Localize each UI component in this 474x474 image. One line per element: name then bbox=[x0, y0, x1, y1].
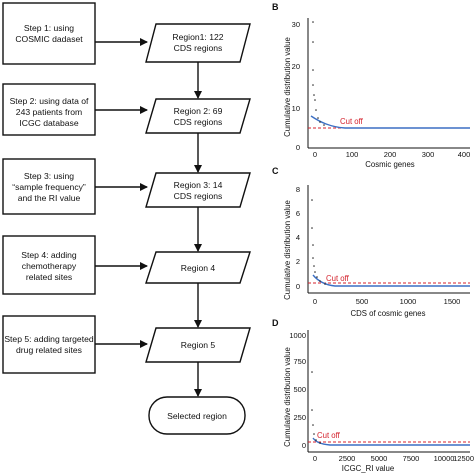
panel-d-xticks: 0 2500 5000 7500 10000 12500 bbox=[313, 454, 474, 463]
panel-b-letter: B bbox=[272, 2, 279, 12]
panel-b-xtick-1: 100 bbox=[346, 150, 359, 159]
panel-c-letter: C bbox=[272, 166, 279, 176]
panel-b-ylabel: Cumulative distribution value bbox=[283, 37, 292, 137]
panel-d-xlabel: ICGC_RI value bbox=[342, 464, 394, 473]
panel-d-letter: D bbox=[272, 318, 279, 328]
region-3-line1: Region 3: 14 bbox=[174, 180, 223, 190]
panel-d-yticks: 0 250 500 750 1000 bbox=[289, 331, 306, 450]
panel-d: D Cumulative distribution value 0 250 50… bbox=[272, 318, 474, 473]
panel-d-points bbox=[311, 371, 321, 444]
panel-b-xticks: 0 100 200 300 400 bbox=[313, 150, 470, 159]
panel-d-ytick-3: 750 bbox=[293, 357, 306, 366]
panel-c: C Cumulative distribution value 0 2 4 6 … bbox=[272, 166, 470, 318]
panel-d-xtick-2: 5000 bbox=[371, 454, 388, 463]
panel-b-xtick-3: 300 bbox=[422, 150, 435, 159]
panel-c-xlabel: CDS of cosmic genes bbox=[351, 309, 426, 318]
panel-d-ylabel: Cumulative distribution value bbox=[283, 347, 292, 447]
panel-d-xtick-4: 10000 bbox=[434, 454, 455, 463]
step-box-3: Step 3: using “sample frequency” and the… bbox=[2, 158, 96, 215]
panel-d-ytick-4: 1000 bbox=[289, 331, 306, 340]
panel-c-ytick-4: 8 bbox=[296, 185, 300, 194]
region-4-line1: Region 4 bbox=[181, 263, 216, 273]
panel-b-xtick-2: 200 bbox=[384, 150, 397, 159]
panel-c-xtick-1: 500 bbox=[356, 297, 369, 306]
step-4-line3: related sites bbox=[26, 272, 72, 282]
panel-b-yticks: 0 10 20 30 bbox=[292, 20, 300, 152]
region-2: Region 2: 69 CDS regions bbox=[145, 98, 251, 134]
region-1-line2: CDS regions bbox=[174, 43, 223, 53]
step-box-4: Step 4: adding chemotherapy related site… bbox=[2, 235, 96, 295]
panel-b-xtick-4: 400 bbox=[458, 150, 471, 159]
step-box-1: Step 1: using COSMIC dadaset bbox=[2, 2, 96, 65]
step-2-line3: ICGC database bbox=[19, 118, 78, 128]
region-1-line1: Region1: 122 bbox=[172, 32, 223, 42]
selected-region-label: Selected region bbox=[167, 411, 227, 421]
panel-b-ytick-1: 10 bbox=[292, 104, 300, 113]
panel-b-ytick-2: 20 bbox=[292, 62, 300, 71]
panel-c-ytick-1: 2 bbox=[296, 257, 300, 266]
panel-d-cutoff-label: Cut off bbox=[317, 431, 341, 440]
step-2-line1: Step 2: using data of bbox=[10, 96, 89, 106]
region-4: Region 4 bbox=[145, 251, 251, 284]
region-5-line1: Region 5 bbox=[181, 340, 216, 350]
step-3-line3: and the RI value bbox=[18, 193, 81, 203]
panel-d-xtick-0: 0 bbox=[313, 454, 317, 463]
panel-b-ytick-0: 0 bbox=[296, 143, 300, 152]
step-box-5: Step 5: adding targeted drug related sit… bbox=[2, 315, 96, 374]
step-5-line2: drug related sites bbox=[16, 345, 82, 355]
region-3-line2: CDS regions bbox=[174, 191, 223, 201]
panel-c-ytick-3: 6 bbox=[296, 209, 300, 218]
panel-d-ytick-2: 500 bbox=[293, 385, 306, 394]
panel-b-curve bbox=[310, 115, 470, 129]
panel-b: B Cumulative distribution value 0 10 20 … bbox=[272, 2, 470, 169]
panel-b-ytick-3: 30 bbox=[292, 20, 300, 29]
step-4-line2: chemotherapy bbox=[22, 261, 77, 271]
region-3: Region 3: 14 CDS regions bbox=[145, 172, 251, 208]
step-5-line1: Step 5: adding targeted bbox=[4, 334, 94, 344]
step-2-line2: 243 patients from bbox=[16, 107, 82, 117]
panel-d-xtick-5: 12500 bbox=[453, 454, 474, 463]
step-3-line1: Step 3: using bbox=[24, 171, 74, 181]
panel-c-points bbox=[311, 199, 326, 285]
panel-c-xtick-0: 0 bbox=[313, 297, 317, 306]
region-5: Region 5 bbox=[145, 327, 251, 363]
panel-d-xtick-1: 2500 bbox=[339, 454, 356, 463]
panel-c-ylabel: Cumulative distribution value bbox=[283, 200, 292, 300]
step-1-line1: Step 1: using bbox=[24, 23, 74, 33]
panel-d-ytick-1: 250 bbox=[293, 413, 306, 422]
region-2-line1: Region 2: 69 bbox=[174, 106, 223, 116]
panel-c-ytick-2: 4 bbox=[296, 233, 300, 242]
panel-c-cutoff-label: Cut off bbox=[326, 274, 350, 283]
step-1-line2: COSMIC dadaset bbox=[15, 34, 83, 44]
step-3-line2: “sample frequency” bbox=[12, 182, 86, 192]
panel-d-xtick-3: 7500 bbox=[403, 454, 420, 463]
panel-c-yticks: 0 2 4 6 8 bbox=[296, 185, 300, 291]
panel-c-xticks: 0 500 1000 1500 bbox=[313, 297, 460, 306]
panel-b-points bbox=[312, 21, 325, 126]
step-4-line1: Step 4: adding bbox=[21, 250, 77, 260]
panel-c-xtick-2: 1000 bbox=[400, 297, 417, 306]
panel-b-cutoff-label: Cut off bbox=[340, 117, 364, 126]
panel-d-ytick-0: 0 bbox=[302, 441, 306, 450]
panel-c-ytick-0: 0 bbox=[296, 282, 300, 291]
region-1: Region1: 122 CDS regions bbox=[145, 23, 251, 63]
region-2-line2: CDS regions bbox=[174, 117, 223, 127]
panel-c-curve bbox=[312, 274, 470, 287]
selected-region-box: Selected region bbox=[148, 396, 246, 435]
step-box-2: Step 2: using data of 243 patients from … bbox=[2, 83, 96, 136]
panel-b-xtick-0: 0 bbox=[313, 150, 317, 159]
panel-c-xtick-3: 1500 bbox=[444, 297, 461, 306]
panel-b-xlabel: Cosmic genes bbox=[365, 160, 415, 169]
